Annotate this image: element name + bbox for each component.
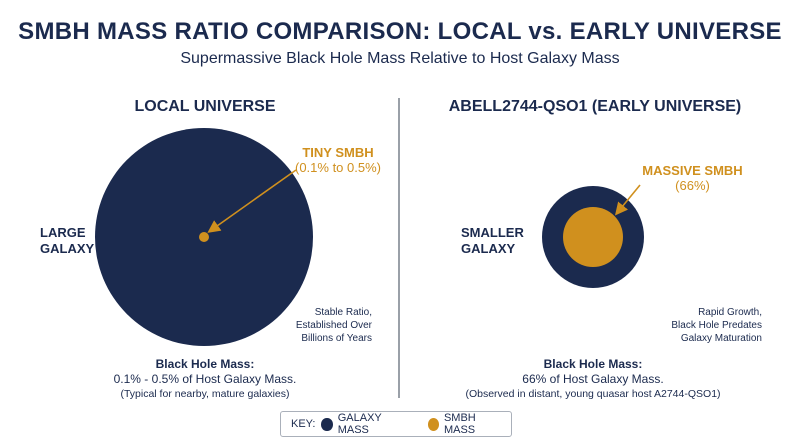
local-note-line3: Billions of Years	[301, 333, 372, 344]
legend-galaxy-item: GALAXY MASS	[321, 412, 405, 436]
early-note-line3: Galaxy Maturation	[680, 333, 762, 344]
local-smbh-label: TINY SMBH (0.1% to 0.5%)	[283, 145, 393, 175]
early-smbh-label-title: MASSIVE SMBH	[642, 163, 743, 178]
legend-key: KEY: GALAXY MASS SMBH MASS	[280, 411, 512, 437]
early-galaxy-label-line1: SMALLER	[461, 225, 524, 240]
early-summary-line2: 66% of Host Galaxy Mass.	[522, 372, 664, 386]
local-summary-line3: (Typical for nearby, mature galaxies)	[120, 388, 290, 400]
panel-divider	[398, 98, 400, 398]
page-subtitle: Supermassive Black Hole Mass Relative to…	[180, 50, 620, 67]
early-smbh-label: MASSIVE SMBH (66%)	[635, 163, 750, 193]
early-panel-title: ABELL2744-QSO1 (EARLY UNIVERSE)	[448, 98, 742, 115]
local-smbh-label-title: TINY SMBH	[302, 145, 374, 160]
early-smbh-circle	[563, 207, 623, 267]
early-summary: Black Hole Mass: 66% of Host Galaxy Mass…	[440, 357, 746, 401]
local-galaxy-label-line1: LARGE	[40, 225, 86, 240]
legend-key-label: KEY:	[291, 418, 316, 430]
page-title: SMBH MASS RATIO COMPARISON: LOCAL vs. EA…	[18, 18, 782, 45]
galaxy-swatch-icon	[321, 417, 333, 431]
local-smbh-circle	[199, 232, 209, 242]
early-smbh-label-range: (66%)	[675, 178, 710, 193]
early-smbh-arrow	[614, 184, 641, 216]
legend-smbh-item: SMBH MASS	[427, 412, 501, 436]
local-galaxy-label-line2: GALAXY	[40, 241, 95, 256]
local-note-line1: Stable Ratio,	[314, 307, 372, 318]
local-smbh-label-range: (0.1% to 0.5%)	[295, 160, 381, 175]
early-note: Rapid Growth, Black Hole Predates Galaxy…	[650, 306, 762, 345]
early-galaxy-label: SMALLER GALAXY	[461, 225, 524, 257]
smbh-swatch-icon	[427, 417, 439, 431]
local-galaxy-label: LARGE GALAXY	[40, 225, 94, 257]
local-panel-title: LOCAL UNIVERSE	[134, 98, 276, 115]
early-summary-line3: (Observed in distant, young quasar host …	[465, 388, 721, 400]
local-summary-line2: 0.1% - 0.5% of Host Galaxy Mass.	[113, 372, 297, 386]
legend-galaxy-label: GALAXY MASS	[337, 412, 382, 436]
local-smbh-arrow	[207, 169, 297, 233]
early-summary-line1: Black Hole Mass:	[543, 357, 643, 371]
early-galaxy-label-line2: GALAXY	[461, 241, 516, 256]
early-note-line1: Rapid Growth,	[698, 307, 762, 318]
local-note-line2: Established Over	[295, 320, 372, 331]
local-summary: Black Hole Mass: 0.1% - 0.5% of Host Gal…	[70, 357, 340, 401]
local-note: Stable Ratio, Established Over Billions …	[260, 306, 372, 345]
local-summary-line1: Black Hole Mass:	[155, 357, 255, 371]
early-note-line2: Black Hole Predates	[671, 320, 762, 331]
legend-smbh-label: SMBH MASS	[443, 412, 476, 436]
